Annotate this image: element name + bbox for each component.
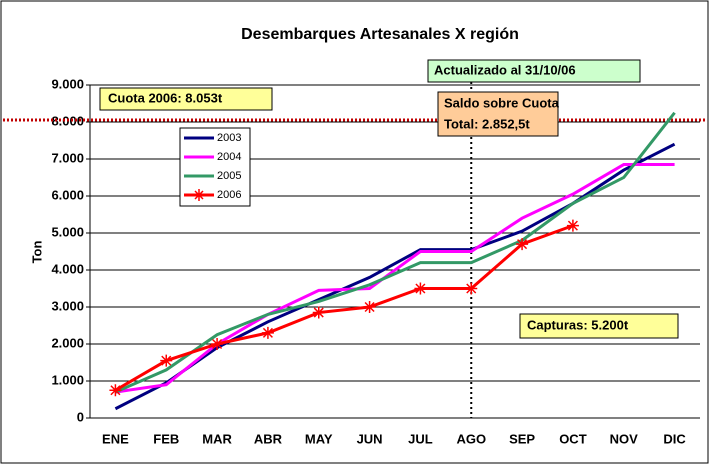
x-tick-label: ABR bbox=[254, 431, 283, 446]
marker bbox=[109, 384, 122, 397]
x-tick-label: JUN bbox=[357, 431, 383, 446]
x-tick-label: NOV bbox=[610, 431, 639, 446]
annotation-box bbox=[437, 91, 559, 137]
series-line bbox=[115, 163, 675, 394]
legend-label: 2003 bbox=[217, 132, 241, 144]
y-tick-label: 1.000 bbox=[51, 372, 84, 387]
y-tick-label: 0 bbox=[77, 409, 84, 424]
marker bbox=[566, 219, 579, 232]
x-tick-label: DIC bbox=[663, 431, 686, 446]
marker bbox=[312, 306, 325, 319]
x-tick-label: ENE bbox=[102, 431, 129, 446]
y-tick-label: 7.000 bbox=[51, 150, 84, 165]
y-tick-label: 5.000 bbox=[51, 224, 84, 239]
annotation-box bbox=[99, 87, 273, 111]
x-tick-label: MAY bbox=[305, 431, 333, 446]
y-tick-label: 4.000 bbox=[51, 261, 84, 276]
annotation-box bbox=[427, 59, 641, 83]
y-tick-label: 3.000 bbox=[51, 298, 84, 313]
legend-label: 2006 bbox=[217, 189, 241, 201]
marker bbox=[363, 301, 376, 313]
chart-title: Desembarques Artesanales X región bbox=[241, 26, 519, 43]
marker bbox=[516, 238, 529, 251]
y-tick-label: 9.000 bbox=[51, 76, 84, 91]
annotation: Saldo sobre Cuota bbox=[444, 95, 560, 110]
y-tick-label: 2.000 bbox=[51, 335, 84, 350]
x-tick-label: FEB bbox=[153, 431, 179, 446]
marker bbox=[465, 282, 478, 295]
x-tick-label: MAR bbox=[202, 431, 232, 446]
annotation-box bbox=[519, 313, 679, 339]
x-tick-label: OCT bbox=[559, 431, 587, 446]
annotation: Total: 2.852,5t bbox=[444, 116, 530, 131]
legend-label: 2005 bbox=[217, 170, 241, 182]
x-tick-label: AGO bbox=[456, 431, 486, 446]
y-axis-label: Ton bbox=[29, 241, 44, 264]
marker bbox=[414, 282, 427, 295]
y-tick-label: 6.000 bbox=[51, 187, 84, 202]
legend bbox=[179, 127, 251, 207]
x-tick-label: JUL bbox=[408, 431, 433, 446]
marker bbox=[211, 338, 224, 350]
series-line bbox=[114, 224, 574, 392]
annotation: Actualizado al 31/10/06 bbox=[434, 62, 576, 77]
marker bbox=[261, 326, 274, 339]
annotation: Capturas: 5.200t bbox=[527, 317, 629, 332]
x-tick-label: SEP bbox=[509, 431, 535, 446]
legend-marker bbox=[193, 189, 205, 201]
annotation: Cuota 2006: 8.053t bbox=[108, 90, 223, 105]
legend-label: 2004 bbox=[217, 151, 241, 163]
marker bbox=[160, 354, 173, 367]
series-line bbox=[114, 111, 676, 394]
